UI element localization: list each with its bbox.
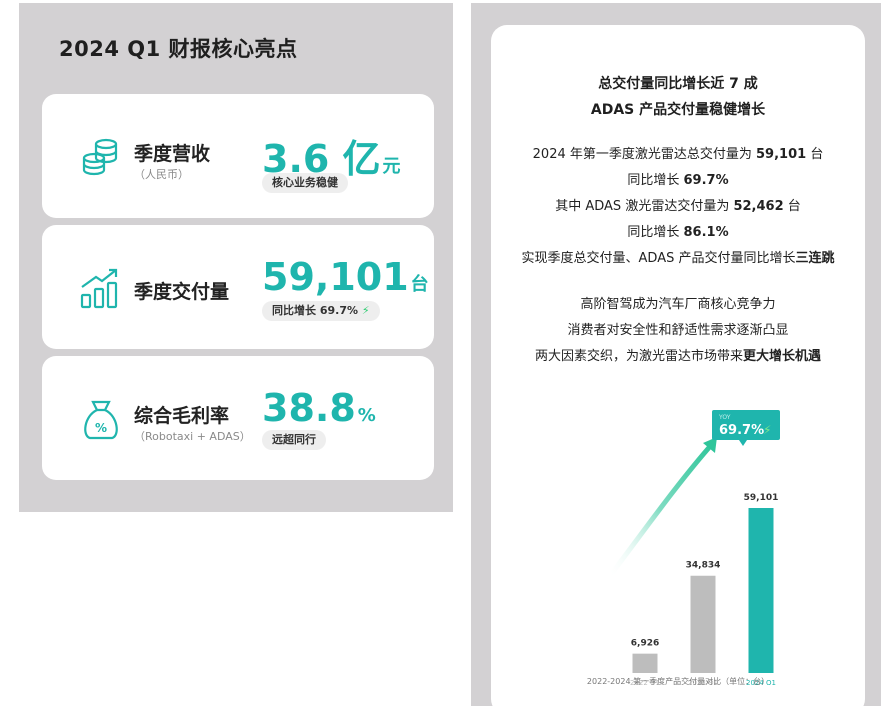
- chart-caption: 2022-2024 第一季度产品交付量对比（单位：台）: [586, 677, 770, 686]
- bar-value-label: 34,834: [686, 561, 721, 571]
- bar-2023-q1: [690, 575, 716, 673]
- revenue-card: 季度营收 （人民币） 3.6 亿元 核心业务稳健: [42, 94, 434, 218]
- margin-value: 38.8%: [262, 386, 376, 430]
- para-driver-2: 消费者对安全性和舒适性需求逐渐凸显: [567, 323, 789, 338]
- revenue-tag: 核心业务稳健: [262, 173, 348, 193]
- para-adas-growth: 同比增长 86.1%: [491, 221, 865, 240]
- coins-icon: [82, 138, 118, 176]
- bars-group: 6,926 2022 Q1 34,834 2023 Q1 59,101 2024 Q1: [630, 493, 779, 687]
- yoy-callout: YOY 69.7% ⚡: [712, 410, 780, 446]
- para-text: 实现季度总交付量、ADAS 产品交付量同比增长: [521, 251, 796, 266]
- deliveries-label: 季度交付量: [134, 281, 230, 303]
- deliveries-tag: 同比增长 69.7% ⚡: [262, 301, 380, 321]
- highlights-title: 2024 Q1 财报核心亮点: [59, 37, 298, 61]
- para-highlight: 59,101: [756, 147, 807, 162]
- para-highlight: 更大增长机遇: [743, 349, 822, 364]
- bar-2022-q1: [632, 653, 658, 673]
- svg-text:%: %: [95, 421, 107, 435]
- yoy-label: YOY: [718, 414, 731, 421]
- margin-unit: %: [357, 405, 376, 426]
- para-total-deliveries: 2024 年第一季度激光雷达总交付量为 59,101 台: [491, 143, 865, 162]
- margin-sub: （Robotaxi + ADAS）: [134, 430, 251, 443]
- yoy-value: 69.7%: [719, 423, 764, 438]
- bar-category-label: 2023 Q1: [688, 679, 718, 685]
- revenue-label: 季度营收: [134, 143, 211, 165]
- bar-category-label: 2024 Q1: [746, 679, 776, 685]
- deliveries-unit: 台: [410, 274, 429, 295]
- para-text: 其中 ADAS 激光雷达交付量为: [555, 199, 734, 214]
- margin-number: 38.8: [262, 386, 356, 430]
- percent-bag-icon: %: [84, 400, 118, 440]
- deliveries-tag-text: 同比增长 69.7%: [272, 304, 358, 317]
- deliveries-value: 59,101 台: [262, 255, 429, 299]
- revenue-unit: 元: [382, 156, 401, 177]
- margin-card: % 综合毛利率 （Robotaxi + ADAS） 38.8% 远超同行: [42, 356, 434, 480]
- headline-1: 总交付量同比增长近 7 成: [598, 76, 758, 92]
- para-adas-deliveries: 其中 ADAS 激光雷达交付量为 52,462 台: [491, 195, 865, 214]
- deliveries-number: 59,101: [262, 255, 409, 299]
- headline-2: ADAS 产品交付量稳健增长: [590, 102, 766, 118]
- deliveries-card: 季度交付量 59,101 台 同比增长 69.7% ⚡: [42, 225, 434, 349]
- para-highlight: 三连跳: [795, 251, 835, 266]
- growth-arrow: [606, 440, 716, 580]
- bar-value-label: 6,926: [631, 639, 659, 649]
- yoy-box: [712, 410, 780, 440]
- delivery-card: 总交付量同比增长近 7 成 ADAS 产品交付量稳健增长 2024 年第一季度激…: [491, 25, 865, 715]
- para-driver-1: 高阶智驾成为汽车厂商核心竞争力: [580, 297, 776, 312]
- yoy-lightning-icon: ⚡: [763, 423, 771, 437]
- para-text: 台: [806, 147, 824, 162]
- para-highlight: 69.7%: [683, 173, 729, 188]
- deliveries-chart: YOY 69.7% ⚡ 6,926 2022 Q1 34,834 2023 Q1 59,…: [491, 385, 865, 715]
- bar-2024-q1: [748, 508, 774, 673]
- para-text: 同比增长: [627, 225, 684, 240]
- highlights-panel: 2024 Q1 财报核心亮点 季度营收 （人民币） 3.6 亿元 核心业务稳健: [19, 3, 453, 512]
- delivery-panel: 总交付量同比增长近 7 成 ADAS 产品交付量稳健增长 2024 年第一季度激…: [471, 3, 881, 715]
- para-text: 台: [783, 199, 801, 214]
- yoy-pointer: [739, 440, 747, 446]
- deliveries-chart-svg: YOY 69.7% ⚡ 6,926 2022 Q1 34,834 2023 Q1 59,…: [606, 410, 780, 687]
- para-highlight: 86.1%: [683, 225, 729, 240]
- para-total-growth: 同比增长 69.7%: [491, 169, 865, 188]
- para-text: 2024 年第一季度激光雷达总交付量为: [532, 147, 757, 162]
- revenue-sub: （人民币）: [134, 168, 189, 181]
- bar-category-label: 2022 Q1: [630, 679, 660, 685]
- margin-label: 综合毛利率: [134, 405, 230, 427]
- para-text: 两大因素交织，为激光雷达市场带来: [534, 349, 743, 364]
- para-text: 同比增长: [627, 173, 684, 188]
- para-highlight: 52,462: [733, 199, 784, 214]
- bar-value-label: 59,101: [744, 493, 779, 503]
- para-triple-jump: 实现季度总交付量、ADAS 产品交付量同比增长三连跳: [491, 247, 865, 266]
- lightning-icon: ⚡: [361, 304, 370, 317]
- bar-growth-icon: [80, 268, 118, 309]
- margin-tag: 远超同行: [262, 430, 326, 450]
- para-driver-3: 两大因素交织，为激光雷达市场带来更大增长机遇: [491, 345, 865, 364]
- growth-arrow-head: [703, 437, 717, 453]
